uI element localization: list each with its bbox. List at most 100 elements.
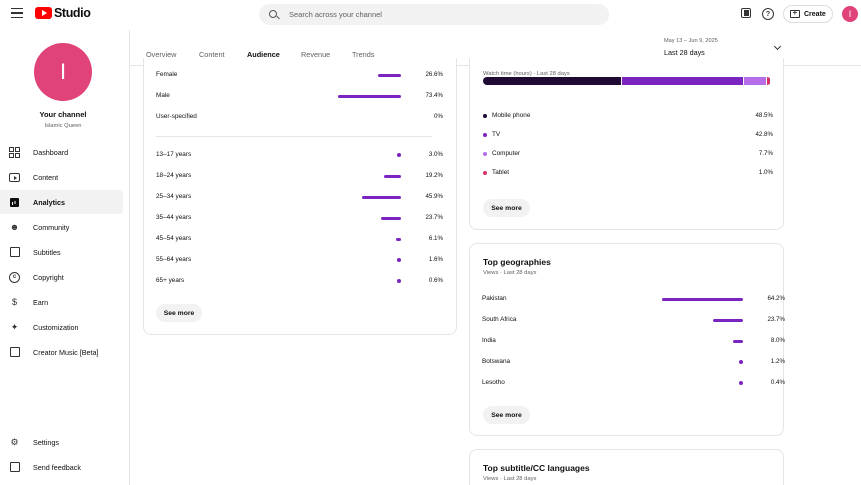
age-row: 13–17 years 3.0% xyxy=(144,151,456,163)
row-label: 45–54 years xyxy=(156,235,192,242)
settings-icon: ⚙ xyxy=(10,436,19,447)
row-value: 64.2% xyxy=(767,295,785,302)
row-label: Botswana xyxy=(482,358,511,365)
studio-logo[interactable]: Studio xyxy=(35,6,91,20)
sidebar-item-creator-music[interactable]: Creator Music [Beta] xyxy=(0,340,123,364)
row-value: 23.7% xyxy=(767,316,785,323)
feedback-icon xyxy=(9,462,20,473)
sidebar-item-content[interactable]: Content xyxy=(0,165,123,189)
row-label: 55–64 years xyxy=(156,256,192,263)
sidebar-item-customization[interactable]: ✦ Customization xyxy=(0,315,123,339)
legend-dot xyxy=(483,152,487,156)
device-type-subtitle: Watch time (hours) · Last 28 days xyxy=(483,71,570,77)
sidebar-item-copyright[interactable]: c Copyright xyxy=(0,265,123,289)
value-dot xyxy=(739,360,743,365)
value-dot xyxy=(397,258,401,263)
device-row: Mobile phone 48.5% xyxy=(470,112,783,124)
age-row: 55–64 years 1.6% xyxy=(144,256,456,268)
tab-revenue[interactable]: Revenue xyxy=(301,50,331,59)
sidebar-item-label: Settings xyxy=(33,437,59,447)
value-bar xyxy=(361,195,401,199)
device-see-more-button[interactable]: See more xyxy=(483,199,530,217)
row-label: Pakistan xyxy=(482,295,507,302)
row-value: 7.7% xyxy=(758,150,773,157)
value-bar xyxy=(380,216,401,220)
sidebar-item-subtitles[interactable]: Subtitles xyxy=(0,240,123,264)
row-label: South Africa xyxy=(482,316,517,323)
row-value: 0.6% xyxy=(428,277,443,284)
geography-row: Pakistan 64.2% xyxy=(470,295,785,307)
row-label: Male xyxy=(156,92,170,99)
legend-dot xyxy=(483,114,487,118)
divider xyxy=(156,136,432,137)
sidebar-item-label: Customization xyxy=(33,322,79,332)
sidebar-item-earn[interactable]: $ Earn xyxy=(0,290,123,314)
subtitle-languages-title: Top subtitle/CC languages xyxy=(483,463,590,473)
value-bar xyxy=(384,174,401,178)
device-segment-computer xyxy=(744,77,767,85)
messages-icon[interactable] xyxy=(741,8,751,18)
age-row: 35–44 years 23.7% xyxy=(144,214,456,226)
logo-text: Studio xyxy=(54,6,91,20)
row-label: Tablet xyxy=(492,169,510,176)
sidebar-item-settings[interactable]: ⚙ Settings xyxy=(0,430,123,454)
subtitles-icon xyxy=(9,247,20,258)
geographies-subtitle: Views · Last 28 days xyxy=(483,270,537,276)
sidebar: I Your channel Islamic Queen Dashboard C… xyxy=(0,30,130,485)
hamburger-menu-icon[interactable] xyxy=(11,8,23,19)
subtitle-languages-subtitle: Views · Last 28 days xyxy=(483,476,537,482)
row-label: Female xyxy=(156,71,178,78)
legend-dot xyxy=(483,133,487,137)
geographies-card: Top geographies Views · Last 28 days Pak… xyxy=(469,243,785,436)
value-dot xyxy=(397,153,401,158)
row-label: 18–24 years xyxy=(156,172,192,179)
row-value: 1.6% xyxy=(428,256,443,263)
tab-audience[interactable]: Audience xyxy=(247,50,280,59)
age-row: 18–24 years 19.2% xyxy=(144,172,456,184)
value-bar xyxy=(732,339,743,343)
create-label: Create xyxy=(804,10,826,18)
row-value: 8.0% xyxy=(770,337,785,344)
row-label: Computer xyxy=(492,150,521,157)
geography-row: South Africa 23.7% xyxy=(470,316,785,328)
tab-overview[interactable]: Overview xyxy=(146,50,177,59)
search-bar[interactable] xyxy=(259,4,609,25)
geography-row: Botswana 1.2% xyxy=(470,358,785,370)
sidebar-item-send-feedback[interactable]: Send feedback xyxy=(0,455,123,479)
demographics-see-more-button[interactable]: See more xyxy=(156,304,202,322)
tab-trends[interactable]: Trends xyxy=(352,50,375,59)
analytics-icon xyxy=(9,197,20,208)
geographies-title: Top geographies xyxy=(483,257,551,267)
account-avatar[interactable]: I xyxy=(842,6,858,22)
tab-content[interactable]: Content xyxy=(199,50,225,59)
row-value: 0% xyxy=(434,113,443,120)
create-button[interactable]: Create xyxy=(783,5,833,23)
device-row: Tablet 1.0% xyxy=(470,169,783,181)
sidebar-item-dashboard[interactable]: Dashboard xyxy=(0,140,123,164)
search-input[interactable] xyxy=(289,10,589,19)
search-icon[interactable] xyxy=(269,9,279,20)
sidebar-item-label: Analytics xyxy=(33,197,65,207)
device-row: TV 42.8% xyxy=(470,131,783,143)
help-icon[interactable]: ? xyxy=(762,8,774,20)
age-row: 65+ years 0.6% xyxy=(144,277,456,289)
top-bar: Studio ? Create I xyxy=(0,0,861,30)
geographies-see-more-button[interactable]: See more xyxy=(483,406,530,424)
value-bar xyxy=(662,297,743,301)
subtitle-languages-card: Top subtitle/CC languages Views · Last 2… xyxy=(469,449,784,485)
channel-avatar[interactable]: I xyxy=(34,43,92,101)
chevron-down-icon[interactable] xyxy=(773,42,782,51)
device-segment-mobile-phone xyxy=(483,77,621,85)
date-range-picker[interactable]: May 13 – Jun 9, 2025 Last 28 days xyxy=(664,38,718,57)
sidebar-item-analytics[interactable]: Analytics xyxy=(0,190,123,214)
row-label: Mobile phone xyxy=(492,112,531,119)
device-row: Computer 7.7% xyxy=(470,150,783,162)
row-label: 25–34 years xyxy=(156,193,192,200)
row-label: India xyxy=(482,337,496,344)
row-value: 26.6% xyxy=(425,71,443,78)
create-video-icon xyxy=(790,8,800,18)
sidebar-item-community[interactable]: ☻ Community xyxy=(0,215,123,239)
device-segment-tablet xyxy=(767,77,770,85)
legend-dot xyxy=(483,171,487,175)
device-type-stacked-bar xyxy=(483,77,771,85)
